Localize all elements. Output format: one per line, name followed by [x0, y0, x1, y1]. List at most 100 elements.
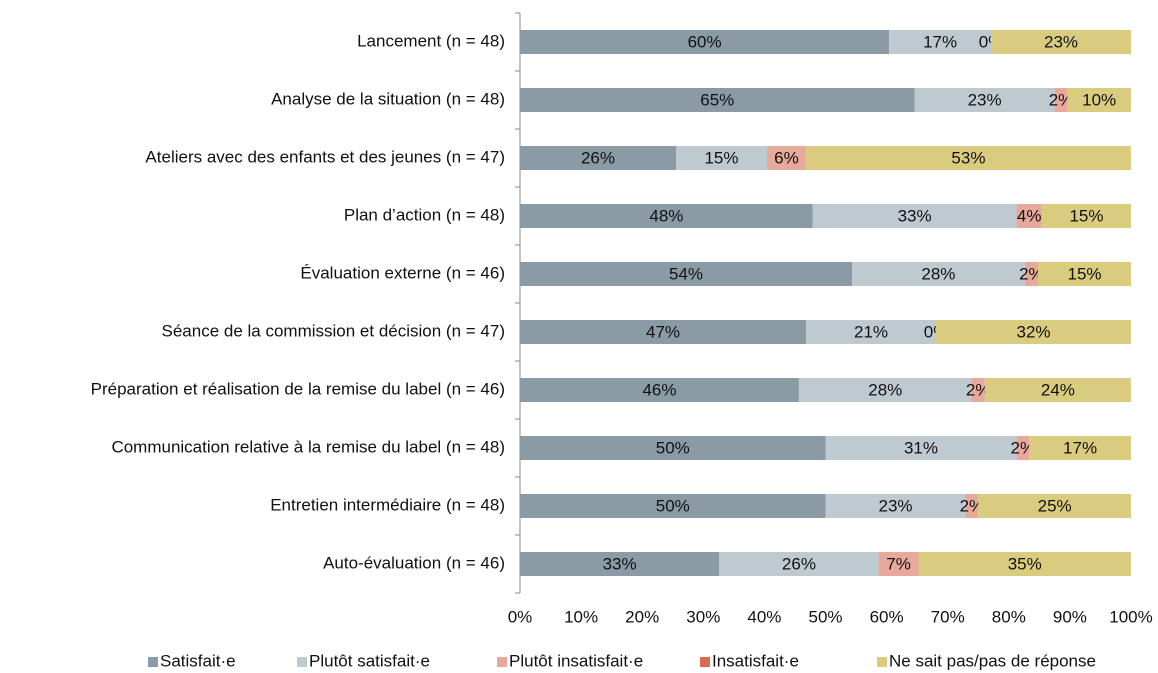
bar-segment	[825, 436, 1017, 460]
bar-segment	[719, 552, 879, 576]
legend-swatch	[877, 657, 887, 667]
value-label: 23%	[1044, 32, 1078, 51]
bar-segment	[1029, 436, 1131, 460]
legend-swatch	[297, 657, 307, 667]
value-label: 46%	[642, 380, 676, 399]
value-label: 26%	[782, 554, 816, 573]
value-label: 47%	[646, 322, 680, 341]
value-label: 54%	[669, 264, 703, 283]
bar-segment	[1067, 88, 1131, 112]
bar-segment	[812, 204, 1017, 228]
value-label: 17%	[1063, 438, 1097, 457]
legend-label: Plutôt insatisfait·e	[509, 651, 643, 670]
y-tick-label: Évaluation externe (n = 46)	[300, 263, 505, 282]
value-label: 32%	[1016, 322, 1050, 341]
legend-swatch	[700, 657, 710, 667]
bar-segment	[675, 146, 767, 170]
bar-segment	[520, 552, 720, 576]
value-label: 17%	[923, 32, 957, 51]
y-tick-label: Ateliers avec des enfants et des jeunes …	[145, 147, 505, 166]
x-tick-label: 80%	[992, 607, 1026, 626]
value-label: 25%	[1038, 496, 1072, 515]
bar-segment	[520, 30, 890, 54]
value-label: 24%	[1041, 380, 1075, 399]
x-tick-label: 100%	[1109, 607, 1152, 626]
y-tick-label: Séance de la commission et décision (n =…	[162, 321, 506, 340]
value-label: 2%	[966, 380, 991, 399]
value-label: 10%	[1082, 90, 1116, 109]
x-tick-label: 30%	[686, 607, 720, 626]
bar-segment	[520, 436, 826, 460]
x-tick-label: 10%	[564, 607, 598, 626]
value-label: 6%	[774, 148, 799, 167]
bar-segment	[806, 320, 937, 344]
bar-segment	[936, 320, 1131, 344]
legend-swatch	[497, 657, 507, 667]
value-label: 26%	[581, 148, 615, 167]
value-label: 23%	[968, 90, 1002, 109]
bar-segment	[766, 146, 806, 170]
legend-label: Ne sait pas/pas de réponse	[889, 651, 1096, 670]
bar-segment	[1016, 436, 1030, 460]
value-label: 35%	[1008, 554, 1042, 573]
x-tick-label: 70%	[931, 607, 965, 626]
bar-segment	[520, 204, 813, 228]
x-tick-label: 20%	[625, 607, 659, 626]
bar-segment	[805, 146, 1131, 170]
value-label: 2%	[1011, 438, 1036, 457]
value-label: 65%	[700, 90, 734, 109]
value-label: 28%	[921, 264, 955, 283]
x-tick-label: 40%	[747, 607, 781, 626]
value-label: 53%	[951, 148, 985, 167]
y-tick-label: Analyse de la situation (n = 48)	[271, 89, 505, 108]
value-label: 23%	[879, 496, 913, 515]
x-tick-label: 50%	[808, 607, 842, 626]
bar-segment	[520, 320, 807, 344]
value-label: 4%	[1017, 206, 1042, 225]
x-tick-label: 0%	[508, 607, 533, 626]
value-label: 28%	[868, 380, 902, 399]
bar-segment	[918, 552, 1131, 576]
bar-segment	[914, 88, 1055, 112]
x-tick-label: 60%	[870, 607, 904, 626]
bar-segment	[1054, 88, 1068, 112]
value-label: 2%	[1019, 264, 1044, 283]
y-tick-label: Communication relative à la remise du la…	[111, 437, 505, 456]
bar-segment	[978, 494, 1131, 518]
value-label: 31%	[904, 438, 938, 457]
bar-segment	[889, 30, 992, 54]
bar-segment	[971, 378, 985, 402]
bar-segment	[520, 262, 853, 286]
y-tick-label: Préparation et réalisation de la remise …	[91, 379, 505, 398]
y-tick-label: Auto-évaluation (n = 46)	[323, 553, 505, 572]
bar-segment	[984, 378, 1131, 402]
legend-label: Insatisfait·e	[712, 651, 799, 670]
legend-swatch	[148, 657, 158, 667]
bar-segment	[1041, 204, 1131, 228]
value-label: 2%	[1049, 90, 1074, 109]
y-tick-label: Lancement (n = 48)	[357, 31, 505, 50]
bar-segment	[798, 378, 972, 402]
value-label: 7%	[886, 554, 911, 573]
bar-segment	[1016, 204, 1042, 228]
value-label: 50%	[656, 496, 690, 515]
value-label: 15%	[1067, 264, 1101, 283]
value-label: 33%	[898, 206, 932, 225]
value-label: 21%	[854, 322, 888, 341]
bar-segment	[878, 552, 919, 576]
legend-label: Satisfait·e	[160, 651, 236, 670]
value-label: 60%	[688, 32, 722, 51]
bar-segment	[520, 146, 676, 170]
bar-segment	[520, 88, 915, 112]
value-label: 15%	[704, 148, 738, 167]
bar-segment	[965, 494, 979, 518]
bar-segment	[991, 30, 1132, 54]
bar-segment	[520, 494, 826, 518]
y-tick-label: Entretien intermédiaire (n = 48)	[270, 495, 505, 514]
bar-segment	[1024, 262, 1039, 286]
y-tick-label: Plan d’action (n = 48)	[344, 205, 505, 224]
bar-segment	[520, 378, 799, 402]
value-label: 33%	[603, 554, 637, 573]
bar-segment	[1038, 262, 1131, 286]
